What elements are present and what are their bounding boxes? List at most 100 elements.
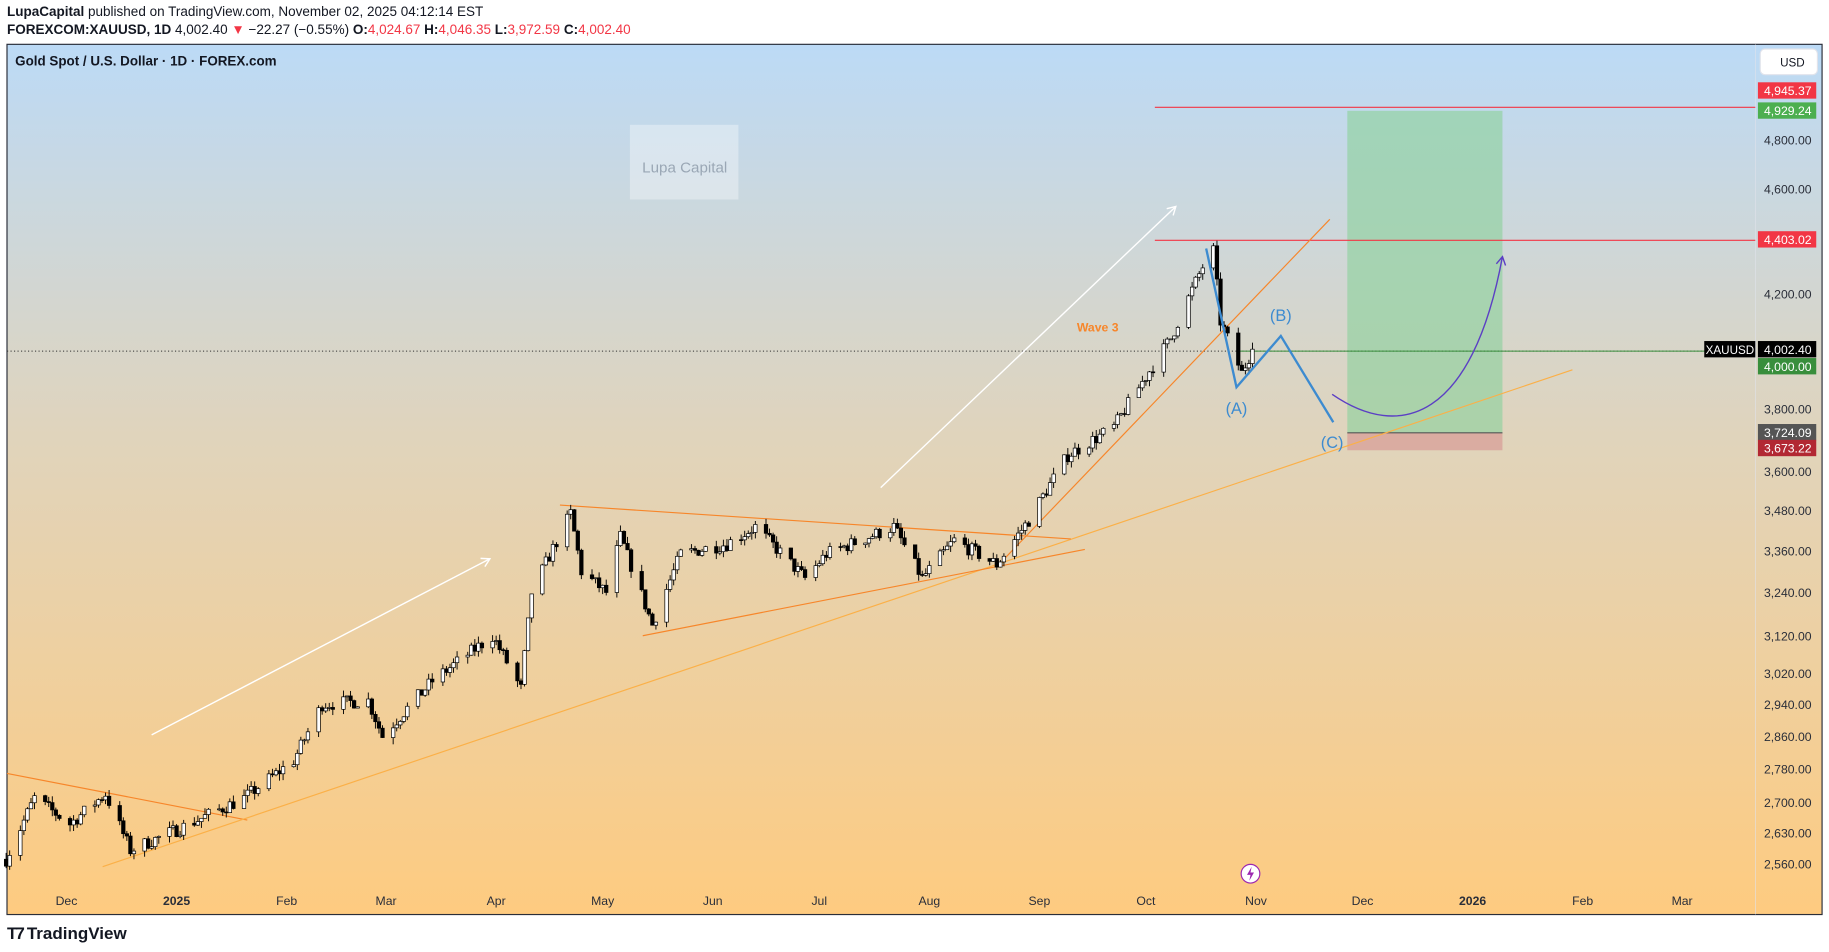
candle xyxy=(199,817,204,828)
price-badge: 3,724.09 xyxy=(1757,424,1817,441)
candle xyxy=(888,528,893,542)
candle xyxy=(295,749,300,771)
candle xyxy=(916,552,921,581)
candle xyxy=(973,539,978,551)
candle xyxy=(767,528,772,537)
tradingview-logo[interactable]: T7 TradingView xyxy=(7,924,127,944)
candle xyxy=(969,541,975,561)
publish-info: LupaCapital published on TradingView.com… xyxy=(7,4,483,19)
candle xyxy=(25,807,30,823)
candle xyxy=(174,824,179,838)
candle xyxy=(621,530,627,545)
low-value: 3,972.59 xyxy=(507,22,561,37)
time-tick: Oct xyxy=(1136,894,1156,908)
price-tick: 3,480.00 xyxy=(1764,504,1812,518)
profit-zone[interactable] xyxy=(1347,110,1503,433)
time-axis[interactable]: Dec 2025 Feb Mar Apr May Jun Jul Aug Sep Oct Nov Dec… xyxy=(56,894,1693,908)
projection-curve-arrow[interactable] xyxy=(1331,255,1507,417)
elliott-abc-path[interactable] xyxy=(1205,248,1335,423)
tradingview-logo-icon: T7 xyxy=(7,924,25,943)
symbol-badge: XAUUSD xyxy=(1706,344,1755,357)
candle xyxy=(1165,337,1170,349)
candle xyxy=(802,566,808,581)
candle xyxy=(525,617,531,652)
symbol-info: FOREXCOM:XAUUSD, 1D 4,002.40 ▼ −22.27 (−… xyxy=(7,22,631,37)
time-tick: Nov xyxy=(1245,894,1268,908)
candle xyxy=(451,658,456,673)
currency-button[interactable]: USD xyxy=(1759,48,1818,76)
candle xyxy=(753,520,758,539)
candle xyxy=(121,817,126,839)
candle xyxy=(1236,327,1241,371)
chart-pane[interactable] xyxy=(6,43,1823,916)
candle xyxy=(614,540,619,598)
candle xyxy=(714,540,719,560)
candle xyxy=(1019,524,1024,540)
close-value: 4,002.40 xyxy=(578,22,631,37)
candle xyxy=(245,784,250,803)
candle xyxy=(1069,452,1074,468)
candle xyxy=(699,548,705,557)
loss-zone[interactable] xyxy=(1347,432,1503,451)
candle xyxy=(128,831,133,857)
candle xyxy=(202,808,208,819)
candle xyxy=(96,798,101,808)
price-axis[interactable]: 4,800.00 4,600.00 4,200.00 3,800.00 3,600.00… xyxy=(1704,44,1817,915)
candle xyxy=(927,560,932,578)
candle xyxy=(813,560,818,582)
candle xyxy=(149,839,154,850)
candle xyxy=(522,649,527,687)
candle xyxy=(1211,242,1216,271)
candle xyxy=(628,547,634,578)
triangle-lower[interactable] xyxy=(642,548,1085,637)
candle xyxy=(426,673,431,696)
candle xyxy=(302,738,307,745)
candle xyxy=(21,815,26,836)
arrow-up-2[interactable] xyxy=(880,205,1177,489)
candle xyxy=(394,718,399,732)
low-label: L: xyxy=(494,22,508,37)
candle xyxy=(369,697,374,720)
candle xyxy=(728,536,733,551)
down-arrow-icon: ▼ xyxy=(231,22,245,37)
candle xyxy=(18,825,23,861)
candle xyxy=(280,760,286,781)
candle xyxy=(923,568,928,577)
lightning-icon[interactable] xyxy=(1240,863,1261,884)
long-trendline[interactable] xyxy=(102,369,1573,868)
time-tick: Dec xyxy=(56,894,78,908)
arrow-up-1[interactable] xyxy=(151,557,492,736)
candle xyxy=(866,537,872,548)
candle xyxy=(604,579,609,596)
price-badge-value: 4,929.24 xyxy=(1764,104,1812,118)
candle xyxy=(1172,335,1177,343)
candle xyxy=(771,532,776,549)
price-badge-value: 4,403.02 xyxy=(1764,233,1812,247)
candle xyxy=(376,717,382,734)
candle xyxy=(220,807,225,816)
candle xyxy=(792,558,797,576)
price-badge: 4,002.40 XAUUSD xyxy=(1704,341,1817,358)
price-badge-value: 4,000.00 xyxy=(1764,360,1812,374)
watermark-logo: Lupa Capital xyxy=(629,124,739,200)
price-badge-value: 4,945.37 xyxy=(1764,84,1812,98)
candle xyxy=(863,542,868,548)
candle xyxy=(650,612,655,626)
wave3-channel[interactable] xyxy=(1005,218,1331,558)
candle xyxy=(664,583,669,628)
author-name[interactable]: LupaCapital xyxy=(7,4,85,19)
currency-label: USD xyxy=(1780,56,1805,69)
candle xyxy=(1147,370,1152,387)
candle xyxy=(92,800,97,813)
candle xyxy=(256,787,261,797)
candle xyxy=(976,544,982,562)
candle xyxy=(1062,454,1067,476)
candle xyxy=(1087,446,1092,457)
candle xyxy=(1001,553,1007,567)
candle xyxy=(763,518,769,539)
candle xyxy=(419,689,424,696)
price-tick: 3,020.00 xyxy=(1764,667,1812,681)
triangle-upper[interactable] xyxy=(559,504,1071,540)
price-badge: 4,945.37 xyxy=(1757,82,1817,99)
